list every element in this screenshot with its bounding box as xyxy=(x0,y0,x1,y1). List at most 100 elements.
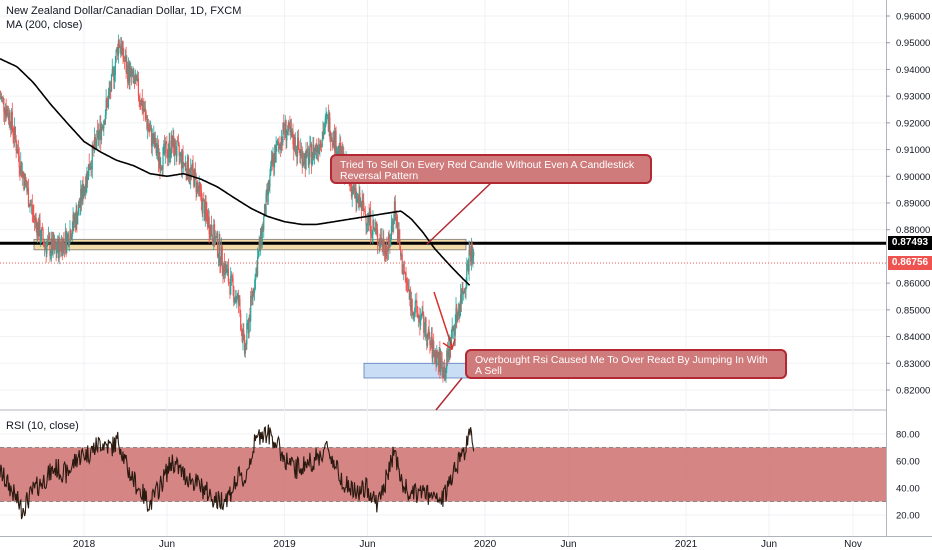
candle-body xyxy=(83,190,85,199)
candle-body xyxy=(153,134,155,144)
candle-body xyxy=(67,233,69,235)
candle-body xyxy=(281,137,283,142)
annotation-callout-sell[interactable]: Tried To Sell On Every Red Candle Withou… xyxy=(330,154,652,184)
candle-body xyxy=(253,288,256,294)
candle-body xyxy=(305,151,307,169)
candle-body xyxy=(44,244,46,247)
candle-body xyxy=(40,239,42,241)
ma-200-line xyxy=(0,57,471,286)
candle-body xyxy=(160,167,163,170)
candle-body xyxy=(122,41,124,58)
annotation-callout-rsi[interactable]: Overbought Rsi Caused Me To Over React B… xyxy=(465,349,787,379)
candle-body xyxy=(220,264,222,266)
candle-body xyxy=(262,226,264,230)
sell-arrow-head xyxy=(442,338,456,351)
candle-body xyxy=(119,46,121,48)
candle-body xyxy=(160,167,162,172)
candle-body xyxy=(324,117,326,128)
candle-body xyxy=(60,246,62,252)
candle-body xyxy=(316,147,319,152)
candle-body xyxy=(212,240,214,246)
candle-body xyxy=(97,130,99,132)
candle-body xyxy=(230,274,233,276)
candle-body xyxy=(87,164,90,180)
candle-body xyxy=(47,236,50,241)
candle-body xyxy=(194,169,196,175)
candle-body xyxy=(395,216,397,220)
candle-body xyxy=(373,228,376,231)
candle-body xyxy=(10,125,12,130)
candle-body xyxy=(207,216,209,227)
candle-body xyxy=(116,47,118,51)
candle-body xyxy=(426,336,428,346)
candle-body xyxy=(80,188,83,202)
candle-body xyxy=(220,246,223,266)
candle-body xyxy=(115,50,117,62)
resistance-price-tag: 0.87493 xyxy=(888,236,932,250)
time-tick-label: 2018 xyxy=(73,539,96,550)
candle-body xyxy=(339,142,341,158)
candle-body xyxy=(239,299,241,314)
arrows xyxy=(426,181,493,411)
candle-body xyxy=(327,114,329,132)
candle-body xyxy=(53,242,56,249)
candle-body xyxy=(264,204,266,216)
candle-body xyxy=(43,241,45,247)
candle-body xyxy=(187,156,189,179)
candle-body xyxy=(453,327,456,336)
candle-body xyxy=(320,145,323,147)
candle-body xyxy=(229,282,231,295)
candle-body xyxy=(454,324,456,336)
candle-body xyxy=(435,350,437,366)
candle-body xyxy=(356,196,359,198)
time-tick-label: 2020 xyxy=(474,539,497,550)
candle-body xyxy=(88,164,90,170)
candle-body xyxy=(279,144,281,148)
candle-body xyxy=(386,245,388,251)
candle-body xyxy=(391,222,393,226)
candle-body xyxy=(263,204,266,217)
candle-body xyxy=(162,147,164,170)
candle-body xyxy=(218,239,220,256)
candle-body xyxy=(110,89,112,92)
candle-body xyxy=(363,202,365,211)
candle-body xyxy=(5,109,7,117)
candle-body xyxy=(278,144,280,145)
candle-body xyxy=(171,135,173,147)
candle-body xyxy=(315,143,317,152)
candle-body xyxy=(466,263,469,265)
candle-body xyxy=(354,188,356,191)
candle-body xyxy=(296,151,298,157)
candle-body xyxy=(141,99,143,111)
candle-body xyxy=(261,226,263,244)
candle-body xyxy=(267,181,269,195)
candle-body xyxy=(60,242,63,252)
time-tick-label: 2019 xyxy=(273,539,296,550)
candle-body xyxy=(463,288,466,293)
candle-body xyxy=(174,140,176,155)
candle-body xyxy=(13,135,15,139)
candle-body xyxy=(465,286,467,290)
candle-body xyxy=(101,126,103,128)
candle-body xyxy=(202,199,204,214)
candle-body xyxy=(362,200,364,203)
candle-body xyxy=(385,245,387,257)
candle-body xyxy=(393,220,395,225)
candle-body xyxy=(157,144,160,162)
candle-body xyxy=(227,268,229,270)
candle-body xyxy=(51,238,53,255)
rsi-line xyxy=(0,424,475,520)
candle-body xyxy=(169,140,171,157)
callout-2-pointer xyxy=(435,377,463,411)
candle-body xyxy=(328,117,330,132)
candle-body xyxy=(384,253,386,257)
candle-body xyxy=(338,145,340,158)
candle-body xyxy=(394,201,396,220)
candle-body xyxy=(247,322,249,324)
candle-body xyxy=(325,116,327,118)
candle-body xyxy=(57,239,59,251)
candle-body xyxy=(137,78,140,96)
candle-body xyxy=(300,149,302,156)
candle-body xyxy=(307,152,309,166)
